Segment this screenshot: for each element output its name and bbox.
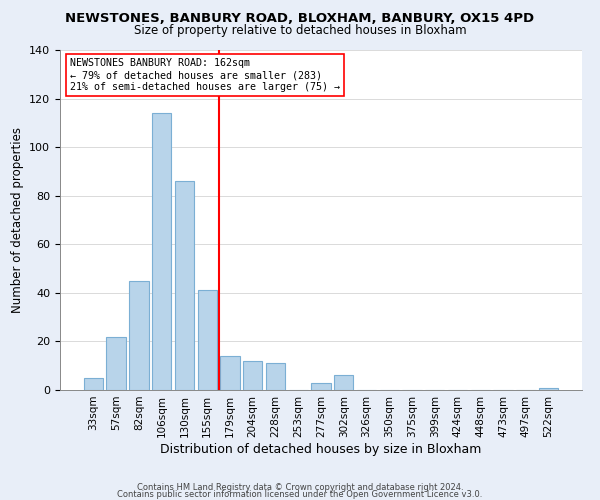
Bar [106,336,126,390]
Bar [311,382,331,390]
X-axis label: Distribution of detached houses by size in Bloxham: Distribution of detached houses by size … [160,442,482,456]
Text: Contains public sector information licensed under the Open Government Licence v3: Contains public sector information licen… [118,490,482,499]
Bar [129,280,149,390]
Text: Size of property relative to detached houses in Bloxham: Size of property relative to detached ho… [134,24,466,37]
Y-axis label: Number of detached properties: Number of detached properties [11,127,23,313]
Bar [197,290,217,390]
Bar [220,356,239,390]
Bar [266,364,285,390]
Text: NEWSTONES, BANBURY ROAD, BLOXHAM, BANBURY, OX15 4PD: NEWSTONES, BANBURY ROAD, BLOXHAM, BANBUR… [65,12,535,26]
Text: Contains HM Land Registry data © Crown copyright and database right 2024.: Contains HM Land Registry data © Crown c… [137,483,463,492]
Bar [243,361,262,390]
Bar [539,388,558,390]
Bar [152,113,172,390]
Text: NEWSTONES BANBURY ROAD: 162sqm
← 79% of detached houses are smaller (283)
21% of: NEWSTONES BANBURY ROAD: 162sqm ← 79% of … [70,58,340,92]
Bar [334,376,353,390]
Bar [84,378,103,390]
Bar [175,181,194,390]
